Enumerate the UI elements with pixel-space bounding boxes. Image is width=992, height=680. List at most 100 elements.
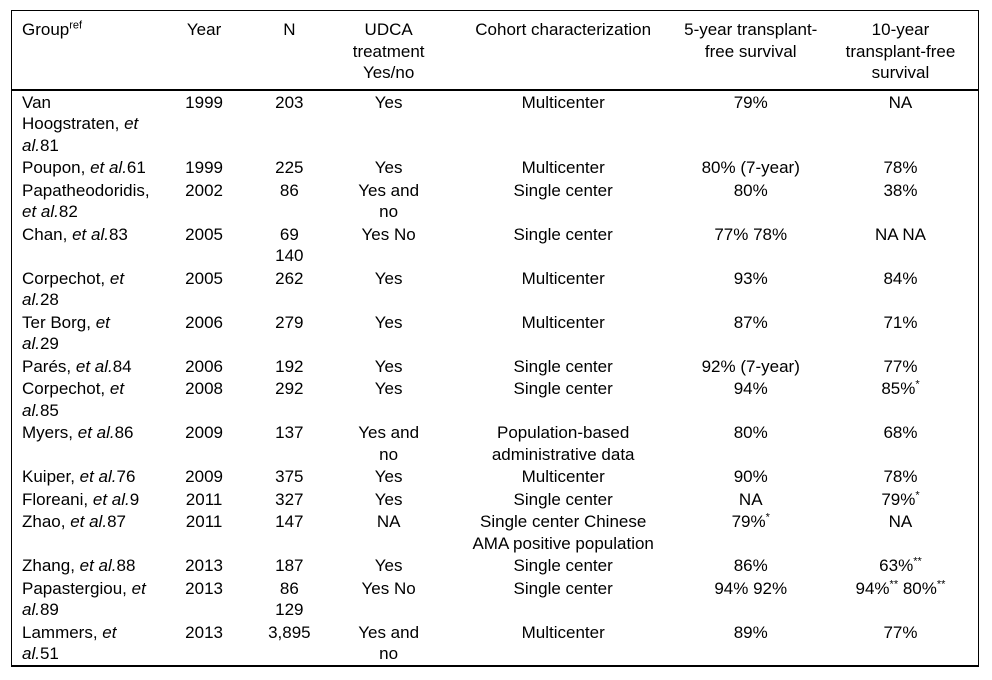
- table-row: Lammers, et al.51 2013 3,895 Yes and no Mult…: [12, 621, 979, 666]
- cell-udca: Yes: [374, 556, 403, 575]
- cell-5yr-survival: 92% (7-year): [701, 356, 800, 376]
- cell-group: Parés, et al.84: [22, 356, 132, 376]
- cell-year: 2013: [185, 622, 223, 642]
- cell-5yr-survival: 94%: [733, 379, 768, 398]
- cell-n: 187: [275, 556, 304, 575]
- cell-group: Corpechot, et al.85: [22, 379, 125, 420]
- cell-group: Lammers, et al.51: [22, 622, 117, 664]
- cell-group: Ter Borg, et al.29: [22, 312, 110, 354]
- cell-5yr-survival: 94% 92%: [714, 578, 788, 598]
- cell-5yr-survival: 86%: [733, 556, 768, 575]
- cell-10yr-survival: 79%*: [881, 488, 920, 509]
- cell-5yr-survival: NA: [738, 489, 763, 509]
- header-cell-group: Groupref: [22, 19, 83, 39]
- cell-cohort: Single center: [513, 489, 613, 509]
- cell-10yr-survival: 78%: [883, 158, 918, 177]
- header-cell-cohort: Cohort characterization: [475, 20, 652, 39]
- table-row: Papastergiou, et al.89 2013 86 129 Yes No Si…: [12, 577, 979, 621]
- cell-n: 3,895: [268, 622, 311, 642]
- cell-cohort: Multicenter: [521, 467, 605, 486]
- cell-5yr-survival: 90%: [733, 467, 768, 486]
- cell-cohort: Multicenter: [521, 268, 605, 288]
- cell-cohort: Population-based administrative data: [491, 423, 635, 464]
- cell-n: 225: [275, 158, 304, 177]
- cell-n: 86 129: [275, 578, 304, 620]
- cell-n: 327: [275, 489, 304, 509]
- table-row: Corpechot, et al.85 2008 292 Yes Single cent…: [12, 377, 979, 421]
- cell-cohort: Single center: [513, 180, 613, 200]
- table-header: Groupref Year N UDCA treatment Yes/no Cohort…: [11, 11, 979, 90]
- table-row: Parés, et al.84 2006 192 Yes Single center 92…: [12, 355, 979, 378]
- cell-udca: Yes No: [361, 224, 416, 244]
- table-body: Van Hoogstraten, et al.81 1999 203 Yes Multi…: [12, 90, 979, 666]
- cell-10yr-survival: 77%: [883, 356, 918, 376]
- cell-udca: Yes: [374, 356, 403, 376]
- cell-cohort: Single center Chinese AMA positive popul…: [472, 512, 654, 553]
- cell-cohort: Single center: [513, 556, 613, 575]
- cell-5yr-survival: 80% (7-year): [701, 158, 800, 177]
- cell-group: Chan, et al.83: [22, 224, 128, 244]
- cell-5yr-survival: 89%: [733, 622, 768, 642]
- table-row: Chan, et al.83 2005 69 140 Yes No Single cen…: [12, 223, 979, 267]
- cell-year: 2008: [185, 379, 223, 398]
- cell-year: 2006: [185, 312, 223, 332]
- cell-10yr-survival: 84%: [883, 268, 918, 288]
- cell-5yr-survival: 77% 78%: [714, 224, 788, 244]
- cell-group: Corpechot, et al.28: [22, 268, 125, 310]
- cell-year: 2011: [185, 489, 223, 509]
- table-row: Kuiper, et al.76 2009 375 Yes Multicenter 90%…: [12, 465, 979, 488]
- cell-cohort: Single center: [513, 379, 613, 398]
- cell-5yr-survival: 79%*: [731, 511, 770, 531]
- cell-10yr-survival: 71%: [883, 312, 918, 332]
- cell-udca: Yes and no: [358, 622, 420, 664]
- cell-udca: Yes No: [361, 578, 416, 598]
- cell-udca: Yes: [374, 489, 403, 509]
- cell-udca: Yes: [374, 379, 403, 398]
- header-ref-superscript: ref: [69, 19, 83, 32]
- cell-10yr-survival: 85%*: [881, 378, 920, 398]
- cell-10yr-survival: NA: [888, 512, 913, 531]
- cell-5yr-survival: 93%: [733, 268, 768, 288]
- cell-cohort: Multicenter: [521, 312, 605, 332]
- cell-year: 2009: [185, 423, 223, 442]
- cell-year: 2009: [185, 467, 223, 486]
- cell-n: 375: [275, 467, 304, 486]
- cell-udca: Yes: [374, 268, 403, 288]
- table-row: Ter Borg, et al.29 2006 279 Yes Multicenter 8…: [12, 311, 979, 355]
- header-cell-5yr: 5-year transplant- free survival: [684, 20, 818, 61]
- cell-10yr-survival: 38%: [883, 180, 918, 200]
- cell-n: 192: [275, 356, 304, 376]
- cell-udca: Yes: [374, 312, 403, 332]
- cell-n: 137: [275, 423, 304, 442]
- cell-group: Van Hoogstraten, et al.81: [22, 92, 139, 155]
- cell-udca: Yes and no: [358, 180, 420, 222]
- table-row: Myers, et al.86 2009 137 Yes and no Populati…: [12, 421, 979, 465]
- cell-group: Floreani, et al.9: [22, 489, 140, 509]
- cell-cohort: Multicenter: [521, 622, 605, 642]
- cell-year: 2013: [185, 578, 223, 598]
- header-cell-10yr: 10-year transplant-free survival: [845, 20, 956, 82]
- cell-n: 292: [275, 379, 304, 398]
- cell-n: 86: [279, 180, 299, 200]
- cell-10yr-survival: 78%: [883, 467, 918, 486]
- cell-5yr-survival: 80%: [733, 423, 768, 442]
- cell-cohort: Single center: [513, 578, 613, 598]
- cell-year: 1999: [185, 158, 223, 177]
- table-row: Zhang, et al.88 2013 187 Yes Single center 86…: [12, 554, 979, 577]
- cell-group: Poupon, et al.61: [22, 158, 146, 177]
- cell-10yr-survival: 77%: [883, 622, 918, 642]
- cell-group: Zhao, et al.87: [22, 512, 126, 531]
- cell-group: Kuiper, et al.76: [22, 467, 136, 486]
- cell-udca: Yes: [374, 467, 403, 486]
- table-row: Floreani, et al.9 2011 327 Yes Single center…: [12, 488, 979, 511]
- cell-5yr-survival: 87%: [733, 312, 768, 332]
- table-row: Poupon, et al.61 1999 225 Yes Multicenter 80%…: [12, 156, 979, 179]
- cell-year: 2005: [185, 224, 223, 244]
- cell-10yr-survival: NA NA: [874, 224, 926, 244]
- cell-group: Papastergiou, et al.89: [22, 578, 146, 620]
- cell-n: 69 140: [275, 224, 304, 266]
- cell-year: 2013: [185, 556, 223, 575]
- cell-group: Myers, et al.86: [22, 423, 134, 442]
- cell-year: 2005: [185, 268, 223, 288]
- cell-udca: Yes and no: [358, 423, 420, 464]
